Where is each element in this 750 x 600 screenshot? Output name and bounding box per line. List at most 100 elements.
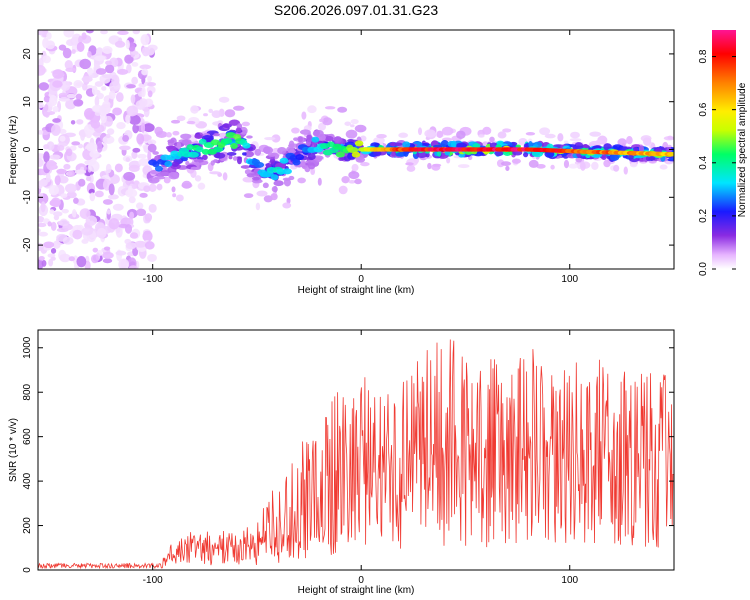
noise-blob <box>132 147 141 153</box>
noise-blob <box>103 246 111 251</box>
noise-blob <box>85 215 98 226</box>
ridge-blob <box>244 169 252 175</box>
noise-blob <box>52 69 64 79</box>
noise-blob <box>122 134 130 142</box>
faint-blob <box>528 159 539 168</box>
ridge-core <box>223 138 233 145</box>
noise-blob <box>56 227 69 233</box>
colorbar-tick-label: 0.8 <box>698 49 709 63</box>
noise-blob <box>38 130 44 135</box>
faint-blob <box>589 131 602 137</box>
noise-blob <box>71 141 81 146</box>
ridge-blob <box>194 134 203 139</box>
faint-blob <box>360 162 370 167</box>
ridge-core <box>279 157 289 164</box>
ridge-core <box>292 159 301 166</box>
noise-blob <box>73 80 83 89</box>
faint-blob <box>568 163 578 169</box>
noise-blob <box>78 35 83 44</box>
faint-blob <box>441 126 454 136</box>
noise-blob <box>89 174 94 184</box>
ridge-core <box>667 152 674 157</box>
noise-blob <box>101 74 114 79</box>
faint-blob <box>354 124 367 133</box>
spectrogram-x-tick-label: 100 <box>561 274 578 285</box>
faint-blob <box>172 130 180 136</box>
ridge-blob <box>306 134 313 143</box>
noise-blob <box>144 241 155 250</box>
noise-blob <box>139 64 152 70</box>
spectrogram-heatmap <box>38 30 674 269</box>
faint-blob <box>242 176 255 183</box>
ridge-core <box>253 161 265 168</box>
ridge-blob <box>213 132 220 137</box>
noise-blob <box>147 139 157 145</box>
faint-blob <box>218 96 230 103</box>
noise-blob <box>94 190 104 198</box>
faint-blob <box>482 126 492 135</box>
ridge-blob <box>312 129 324 138</box>
faint-blob <box>626 136 633 145</box>
faint-blob <box>497 131 507 139</box>
snr-x-label: Height of straight line (km) <box>298 585 415 596</box>
ridge-core <box>230 143 238 150</box>
noise-blob <box>125 157 131 162</box>
faint-blob <box>270 193 278 201</box>
noise-blob <box>141 68 149 76</box>
ridge-blob <box>181 138 192 146</box>
noise-blob <box>108 90 116 100</box>
ridge-blob <box>515 144 521 149</box>
faint-blob <box>264 136 276 141</box>
noise-blob <box>48 184 60 196</box>
ridge-core <box>154 165 163 172</box>
ridge-core <box>354 140 364 147</box>
ridge-blob <box>293 137 298 142</box>
faint-blob <box>405 162 414 166</box>
faint-blob <box>344 121 352 126</box>
noise-blob <box>40 201 46 213</box>
faint-blob <box>190 105 199 114</box>
noise-blob <box>45 172 51 183</box>
faint-blob <box>172 193 177 198</box>
faint-blob <box>271 134 281 143</box>
noise-blob <box>86 142 98 152</box>
faint-blob <box>500 161 512 166</box>
colorbar-tick-label: 0.4 <box>698 155 709 169</box>
faint-blob <box>233 105 245 111</box>
noise-blob <box>85 176 92 182</box>
ridge-blob <box>246 173 256 178</box>
noise-blob <box>140 34 150 46</box>
faint-blob <box>255 202 261 211</box>
ridge-blob <box>389 142 396 147</box>
noise-blob <box>52 240 61 249</box>
ridge-blob <box>297 136 303 143</box>
snr-y-tick-label: 0 <box>22 567 33 573</box>
noise-blob <box>102 45 113 54</box>
faint-blob <box>398 132 409 138</box>
faint-blob <box>348 171 360 180</box>
ridge-blob <box>609 154 620 161</box>
noise-blob <box>76 119 84 125</box>
noise-blob <box>88 160 100 172</box>
noise-blob <box>94 55 106 62</box>
snr-series-line <box>38 339 674 570</box>
noise-blob <box>46 32 52 40</box>
faint-blob <box>350 118 359 125</box>
faint-blob <box>241 121 250 127</box>
faint-blob <box>176 115 186 122</box>
noise-blob <box>49 209 55 215</box>
faint-blob <box>613 164 620 172</box>
noise-blob <box>128 196 136 204</box>
snr-y-ticks: 0 200 400 600 800 1000 <box>22 336 674 573</box>
faint-blob <box>222 172 228 181</box>
colorbar-tick-label: 0.6 <box>698 102 709 116</box>
colorbar-tick-label: 0.2 <box>698 209 709 223</box>
ridge-blob <box>455 142 468 149</box>
noise-blob <box>41 259 47 267</box>
noise-blob <box>65 148 73 157</box>
snr-y-tick-label: 600 <box>22 428 33 445</box>
spectrogram-x-tick-label: -100 <box>143 274 163 285</box>
noise-blob <box>54 175 61 186</box>
noise-blob <box>125 39 130 50</box>
